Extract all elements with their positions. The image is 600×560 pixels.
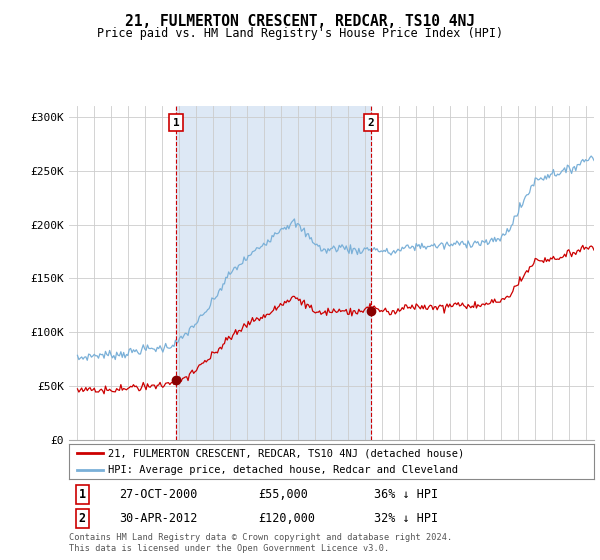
Text: 21, FULMERTON CRESCENT, REDCAR, TS10 4NJ: 21, FULMERTON CRESCENT, REDCAR, TS10 4NJ (125, 14, 475, 29)
Text: 30-APR-2012: 30-APR-2012 (119, 512, 197, 525)
Text: 1: 1 (79, 488, 86, 501)
Text: 1: 1 (173, 118, 179, 128)
Text: 27-OCT-2000: 27-OCT-2000 (119, 488, 197, 501)
Text: 2: 2 (79, 512, 86, 525)
Text: Price paid vs. HM Land Registry's House Price Index (HPI): Price paid vs. HM Land Registry's House … (97, 27, 503, 40)
Text: Contains HM Land Registry data © Crown copyright and database right 2024.
This d: Contains HM Land Registry data © Crown c… (69, 533, 452, 553)
Text: £120,000: £120,000 (258, 512, 315, 525)
Text: £55,000: £55,000 (258, 488, 308, 501)
Text: HPI: Average price, detached house, Redcar and Cleveland: HPI: Average price, detached house, Redc… (109, 465, 458, 475)
Bar (176, 106, 371, 440)
Text: 21, FULMERTON CRESCENT, REDCAR, TS10 4NJ (detached house): 21, FULMERTON CRESCENT, REDCAR, TS10 4NJ… (109, 449, 464, 459)
Text: 36% ↓ HPI: 36% ↓ HPI (373, 488, 437, 501)
Text: 2: 2 (368, 118, 374, 128)
Text: 32% ↓ HPI: 32% ↓ HPI (373, 512, 437, 525)
